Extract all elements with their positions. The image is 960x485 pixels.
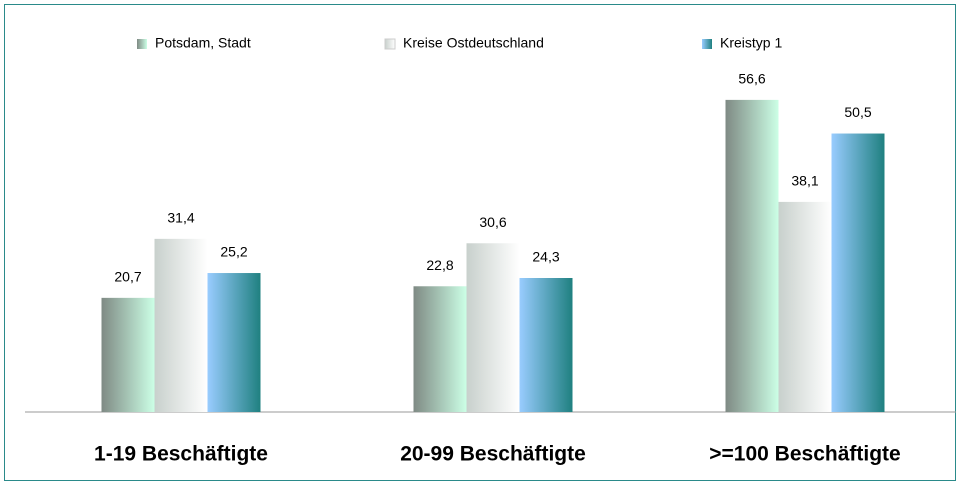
bar: [154, 238, 208, 412]
bar: [725, 99, 779, 413]
bar: [413, 286, 467, 412]
x-tick-label: 20-99 Beschäftigte: [400, 443, 586, 466]
bar: [831, 133, 885, 412]
bar: [778, 201, 832, 412]
x-tick-label: 1-19 Beschäftigte: [94, 443, 268, 466]
value-label: 31,4: [167, 210, 194, 226]
bar: [466, 243, 520, 412]
value-label: 22,8: [426, 257, 453, 273]
value-label: 56,6: [738, 71, 765, 87]
legend-label: Kreise Ostdeutschland: [403, 35, 544, 51]
value-label: 38,1: [791, 173, 818, 189]
value-label: 50,5: [844, 104, 871, 120]
x-tick-label: >=100 Beschäftigte: [709, 443, 900, 466]
bar: [101, 297, 155, 412]
value-label: 24,3: [532, 249, 559, 265]
bar: [519, 278, 573, 412]
value-label: 20,7: [114, 269, 141, 285]
bar: [207, 273, 261, 412]
legend-marker: [384, 38, 396, 50]
legend-marker: [702, 39, 712, 49]
legend-label: Potsdam, Stadt: [155, 35, 251, 51]
legend-label: Kreistyp 1: [720, 35, 782, 51]
value-label: 30,6: [479, 214, 506, 230]
value-label: 25,2: [220, 244, 247, 260]
legend-marker: [137, 39, 147, 49]
